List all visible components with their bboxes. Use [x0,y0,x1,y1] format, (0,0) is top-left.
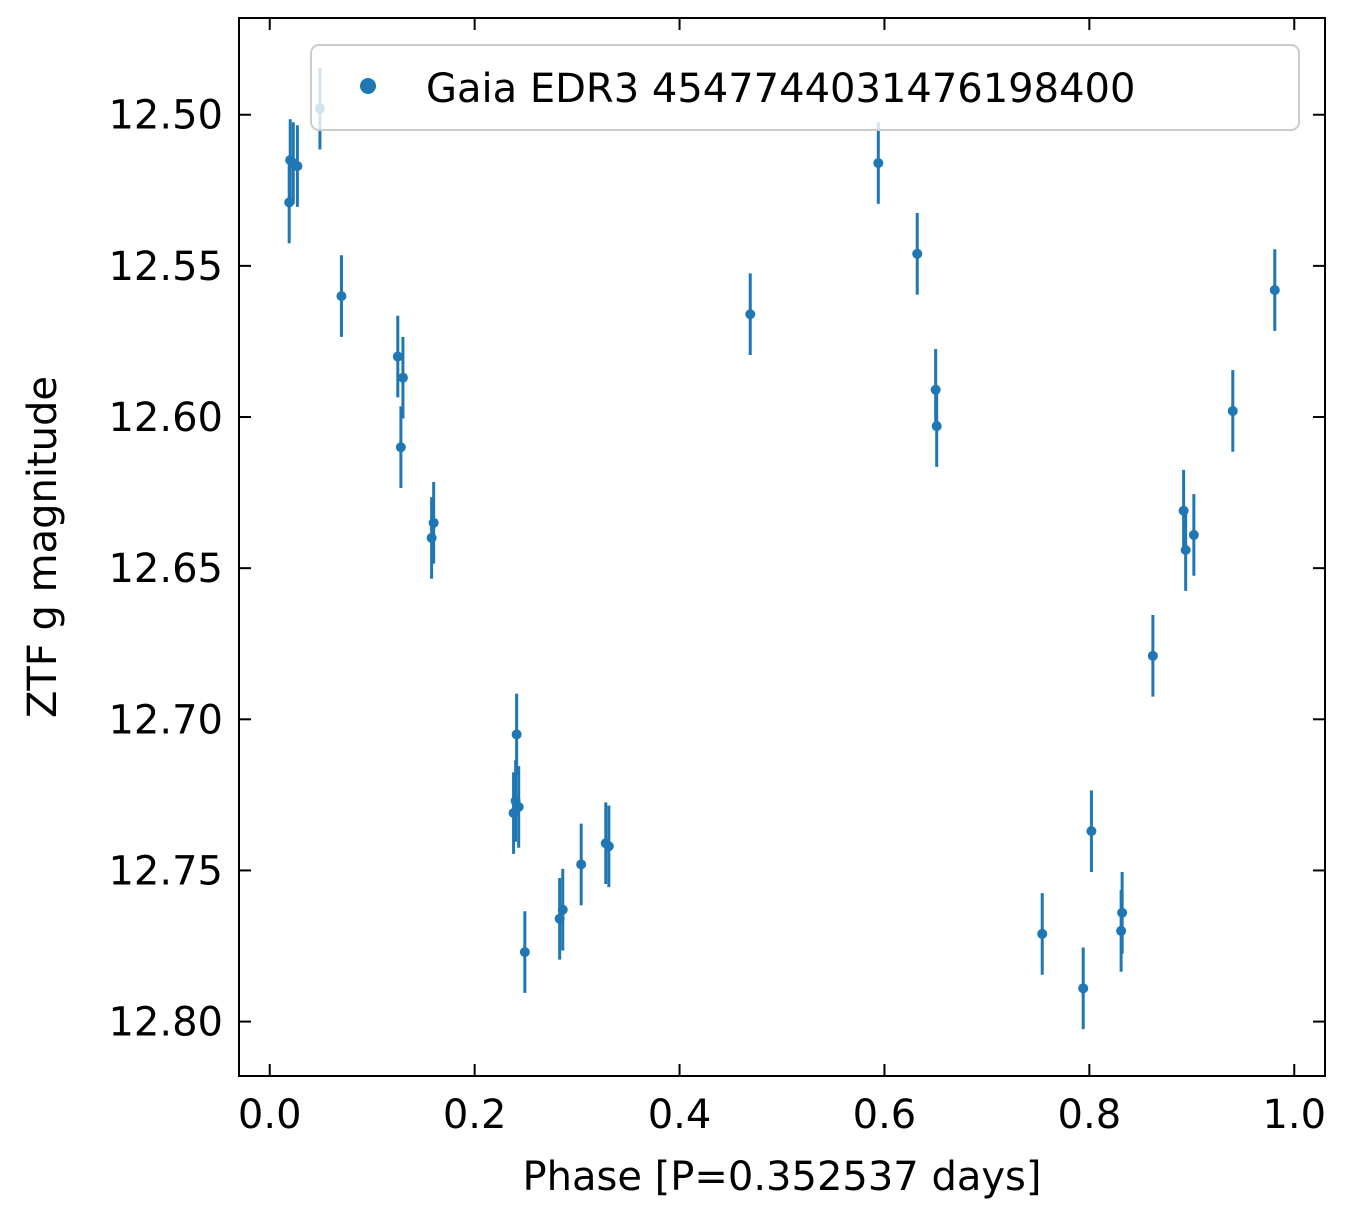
x-tick-label: 0.6 [853,1092,917,1138]
data-point [511,729,522,740]
data-point [1269,285,1280,296]
y-tick-label: 12.75 [108,848,223,894]
data-point [912,248,923,259]
data-point [1147,650,1158,661]
data-point [931,421,942,432]
data-point [557,904,568,915]
data-point [1188,529,1199,540]
y-tick-label: 12.55 [108,244,223,290]
x-tick-label: 1.0 [1262,1092,1326,1138]
data-point [336,291,347,302]
data-point [1117,907,1128,918]
y-tick-label: 12.60 [108,395,223,441]
x-tick-label: 0.2 [443,1092,507,1138]
legend-label: Gaia EDR3 4547744031476198400 [426,66,1135,112]
legend-box [310,44,1300,131]
data-point [576,859,587,870]
data-point [873,158,884,169]
y-tick-label: 12.70 [108,697,223,743]
y-tick-label: 12.80 [108,1000,223,1046]
legend: Gaia EDR3 4547744031476198400 [310,44,1300,131]
data-point [745,309,756,320]
y-tick-label: 12.65 [108,546,223,592]
data-point [519,947,530,958]
axis-ticks [239,18,1325,1076]
data-point [395,442,406,453]
data-point [1078,983,1089,994]
data-point [603,841,614,852]
data-point [1086,826,1097,837]
data-point [428,517,439,528]
x-axis-label: Phase [P=0.352537 days] [523,1154,1042,1200]
y-tick-label: 12.50 [108,93,223,139]
data-point [1227,405,1238,416]
data-point [292,161,303,172]
data-point [392,351,403,362]
tick-labels: 0.0 0.2 0.4 0.6 0.8 1.0 12.50 12.55 12.60 12.65 12… [108,93,1326,1138]
y-axis-label: ZTF g magnitude [20,376,66,718]
legend-marker [360,78,376,94]
x-tick-label: 0.4 [648,1092,712,1138]
x-tick-label: 0.8 [1058,1092,1122,1138]
data-point [513,801,524,812]
x-tick-label: 0.0 [238,1092,302,1138]
data-point [1037,928,1048,939]
data-point [1180,545,1191,556]
data-point [397,372,408,383]
plot-frame [238,17,1326,1077]
